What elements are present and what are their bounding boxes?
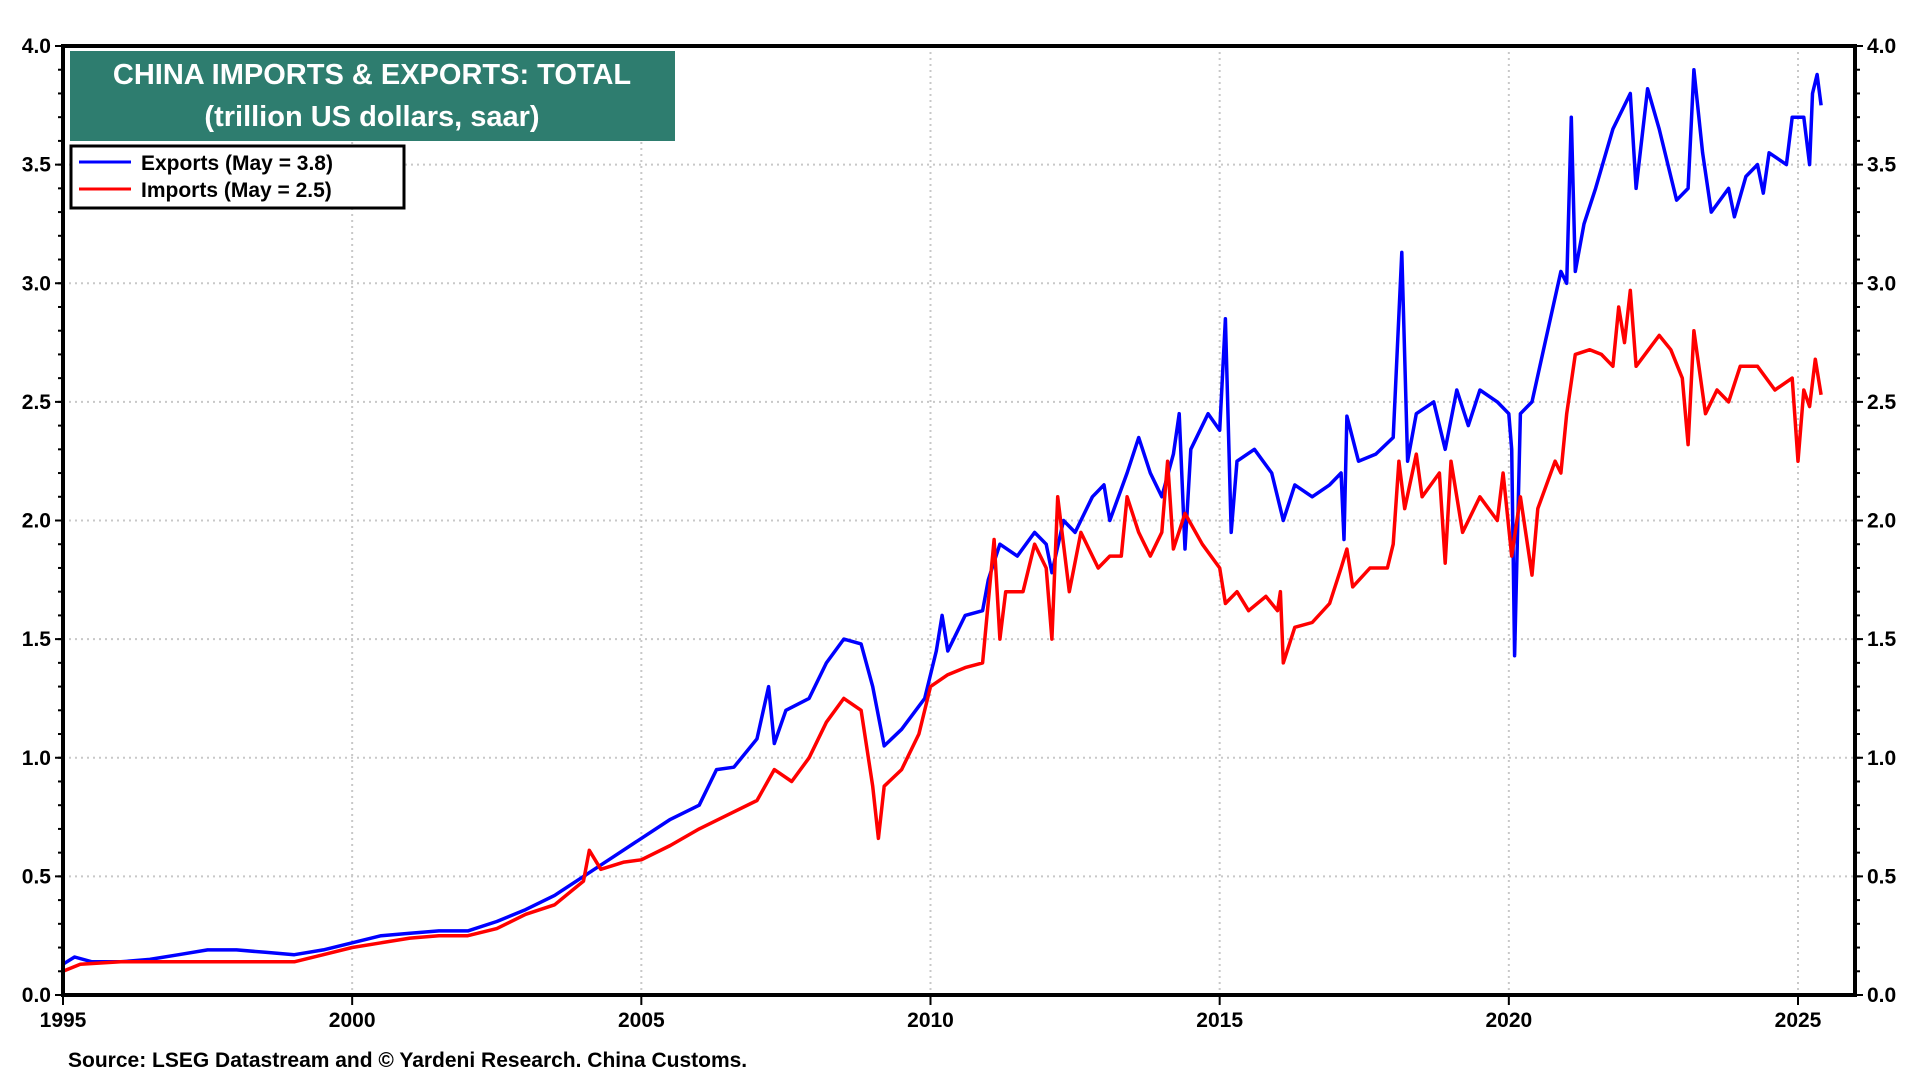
x-tick-label: 2010 bbox=[907, 1009, 954, 1032]
y-tick-label-left: 3.5 bbox=[22, 154, 52, 177]
y-tick-label-left: 3.0 bbox=[22, 272, 51, 295]
x-tick-label: 2015 bbox=[1196, 1009, 1243, 1032]
y-tick-label-left: 0.0 bbox=[22, 984, 51, 1007]
imports-line bbox=[62, 288, 1823, 973]
legend-label-imports: Imports (May = 2.5) bbox=[141, 179, 332, 202]
y-tick-label-right: 2.5 bbox=[1867, 391, 1897, 414]
y-tick-label-right: 0.5 bbox=[1867, 865, 1897, 888]
axis-ticks: 0.0 0.0 0.5 0.5 1.0 1.0 1.5 1.5 2.0 2.0 2.5 2.5 3.0 3… bbox=[22, 35, 1897, 1032]
x-tick-label: 2005 bbox=[618, 1009, 665, 1032]
legend: Exports (May = 3.8) Imports (May = 2.5) bbox=[69, 144, 406, 210]
exports-line bbox=[62, 67, 1823, 966]
chart-title: CHINA IMPORTS & EXPORTS: TOTAL bbox=[113, 59, 631, 91]
y-tick-label-left: 2.0 bbox=[22, 510, 51, 533]
series-lines bbox=[62, 67, 1823, 973]
y-tick-label-right: 3.0 bbox=[1867, 272, 1896, 295]
y-tick-label-right: 4.0 bbox=[1867, 35, 1896, 58]
y-tick-label-right: 1.5 bbox=[1867, 628, 1897, 651]
gridlines bbox=[63, 46, 1855, 995]
x-tick-label: 2020 bbox=[1485, 1009, 1532, 1032]
source-note: Source: LSEG Datastream and © Yardeni Re… bbox=[68, 1049, 747, 1072]
title-box: CHINA IMPORTS & EXPORTS: TOTAL (trillion… bbox=[70, 51, 675, 141]
y-tick-label-left: 1.0 bbox=[22, 747, 51, 770]
y-tick-label-left: 0.5 bbox=[22, 865, 52, 888]
x-tick-label: 2025 bbox=[1775, 1009, 1822, 1032]
y-tick-label-left: 4.0 bbox=[22, 35, 51, 58]
y-tick-label-right: 0.0 bbox=[1867, 984, 1896, 1007]
legend-label-exports: Exports (May = 3.8) bbox=[141, 152, 333, 175]
y-tick-label-left: 1.5 bbox=[22, 628, 52, 651]
y-tick-label-left: 2.5 bbox=[22, 391, 52, 414]
y-tick-label-right: 3.5 bbox=[1867, 154, 1897, 177]
x-tick-label: 2000 bbox=[329, 1009, 376, 1032]
y-tick-label-right: 1.0 bbox=[1867, 747, 1896, 770]
y-tick-label-right: 2.0 bbox=[1867, 510, 1896, 533]
chart-subtitle: (trillion US dollars, saar) bbox=[204, 101, 539, 133]
x-tick-label: 1995 bbox=[40, 1009, 87, 1032]
